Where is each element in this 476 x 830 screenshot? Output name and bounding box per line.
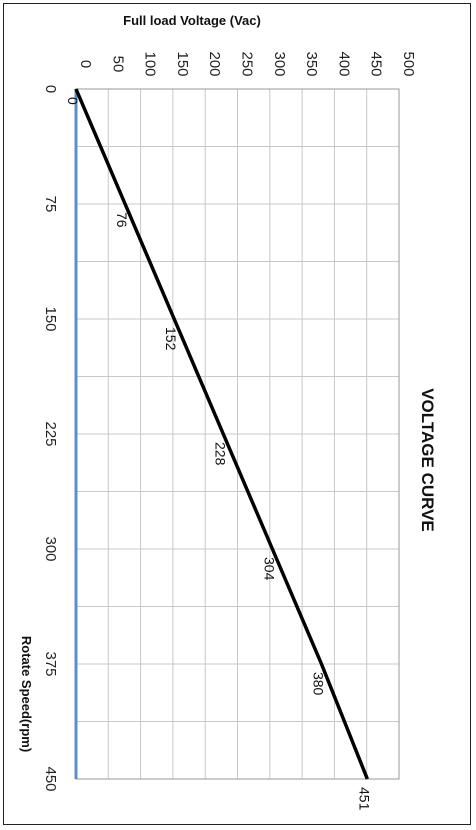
x-tick-label-75: 75 xyxy=(42,196,59,213)
y-tick-label-200: 200 xyxy=(206,51,223,76)
series-line xyxy=(74,88,369,780)
chart-title: VOLTAGE CURVE xyxy=(418,388,437,532)
data-label-152: 152 xyxy=(163,327,179,351)
x-tick-label-375: 375 xyxy=(42,651,59,676)
y-tick-label-0: 0 xyxy=(77,60,94,68)
data-label-0: 0 xyxy=(65,97,81,105)
y-axis-title: Full load Voltage (Vac) xyxy=(123,13,261,28)
x-axis-title: Rotate Speed(rpm) xyxy=(19,636,34,752)
x-axis-ticks: 0 75 150 225 300 375 450 xyxy=(42,85,59,792)
chart-frame: 0 50 100 150 200 250 300 350 400 450 500 0 75 150 225… xyxy=(3,3,471,825)
y-tick-label-450: 450 xyxy=(368,51,385,76)
data-label-228: 228 xyxy=(212,442,228,466)
x-tick-label-300: 300 xyxy=(42,536,59,561)
data-label-76: 76 xyxy=(114,212,130,228)
data-label-304: 304 xyxy=(261,557,277,581)
y-tick-label-350: 350 xyxy=(303,51,320,76)
y-tick-label-300: 300 xyxy=(271,51,288,76)
y-tick-label-50: 50 xyxy=(109,56,126,73)
y-tick-label-500: 500 xyxy=(400,51,417,76)
data-label-380: 380 xyxy=(310,672,326,696)
grid-lines xyxy=(75,88,400,780)
x-tick-label-150: 150 xyxy=(42,306,59,331)
y-tick-label-400: 400 xyxy=(335,51,352,76)
data-labels: 0 76 152 228 304 380 451 xyxy=(65,97,372,811)
y-tick-label-150: 150 xyxy=(174,51,191,76)
x-tick-label-0: 0 xyxy=(42,85,59,93)
voltage-chart: 0 50 100 150 200 250 300 350 400 450 500 0 75 150 225… xyxy=(19,13,437,811)
y-tick-label-250: 250 xyxy=(239,51,256,76)
y-tick-label-100: 100 xyxy=(142,51,159,76)
x-tick-label-225: 225 xyxy=(42,421,59,446)
y-axis-ticks: 0 50 100 150 200 250 300 350 400 450 500 xyxy=(77,51,417,76)
x-tick-label-450: 450 xyxy=(42,766,59,791)
data-label-451: 451 xyxy=(356,787,372,811)
